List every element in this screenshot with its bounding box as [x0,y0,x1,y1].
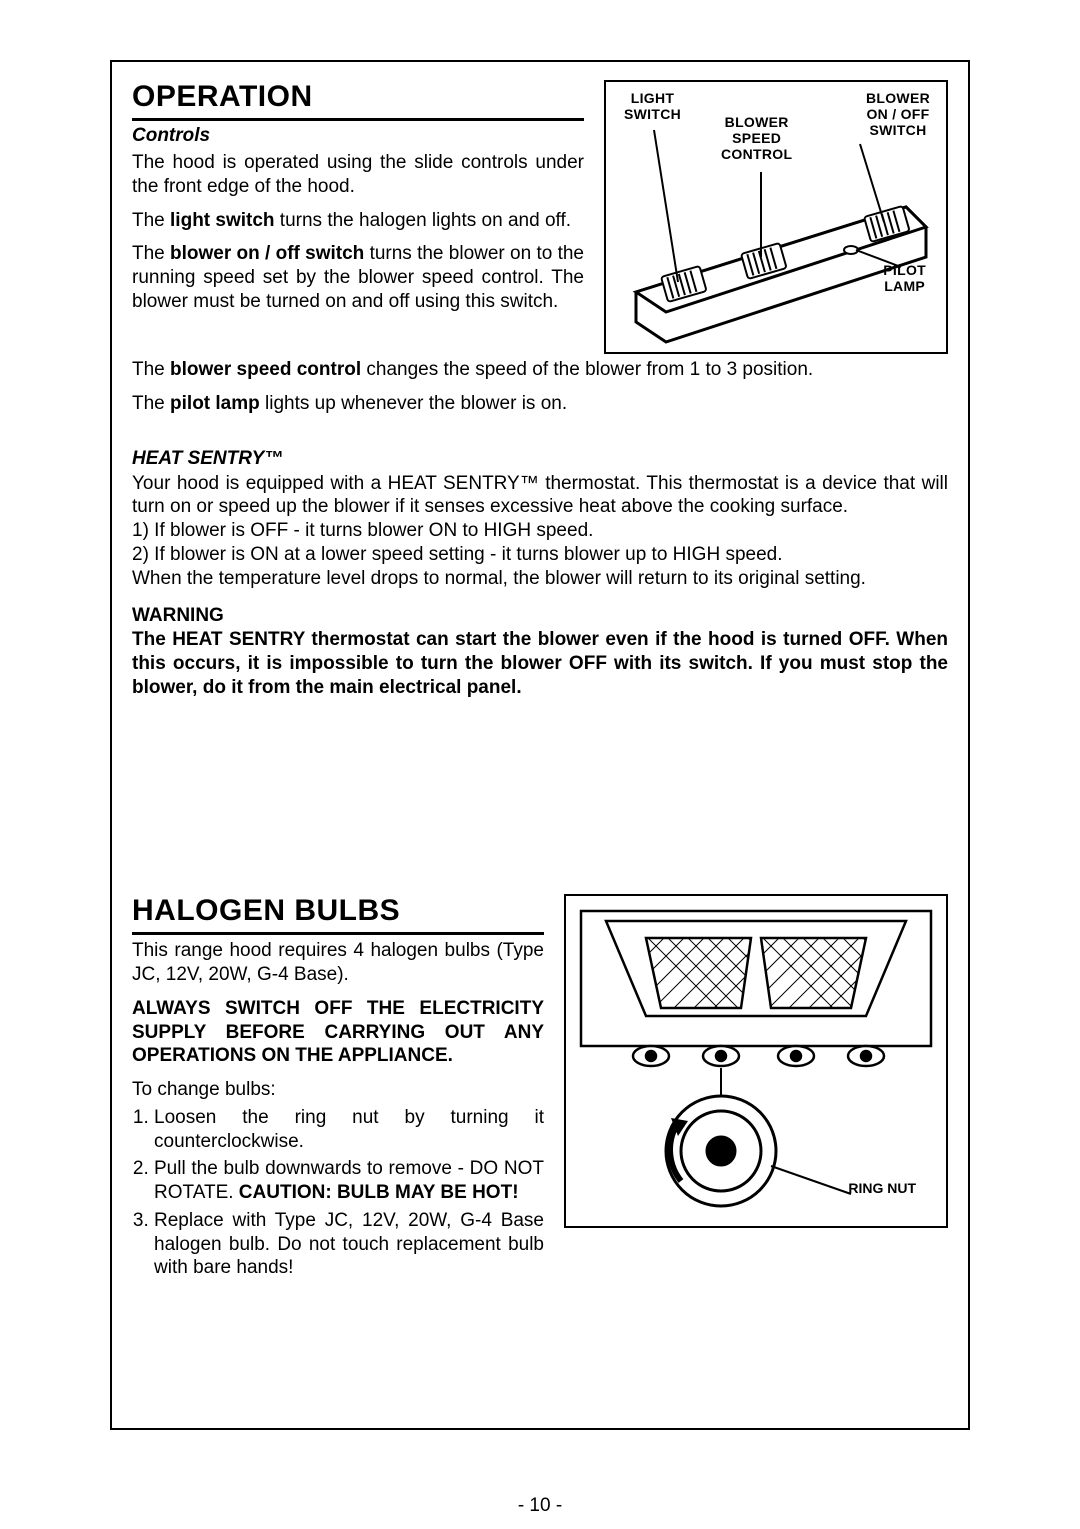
operation-p3: The blower on / off switch turns the blo… [132,242,584,313]
p3-pre: The [132,243,170,264]
content-frame: OPERATION Controls The hood is operated … [110,60,970,1430]
p5-pre: The [132,393,170,414]
p5-post: lights up whenever the blower is on. [260,393,567,414]
halogen-p1: This range hood requires 4 halogen bulbs… [132,939,544,987]
heat-sentry-subhead: HEAT SENTRY™ [132,448,948,470]
p2-pre: The [132,210,170,231]
halogen-text-col: HALOGEN BULBS This range hood requires 4… [132,894,544,1284]
controls-subhead: Controls [132,125,584,147]
halogen-caution-caps: ALWAYS SWITCH OFF THE ELECTRICITY SUPPLY… [132,997,544,1068]
page-container: OPERATION Controls The hood is operated … [0,0,1080,1529]
li2-bold: CAUTION: BULB MAY BE HOT! [239,1182,519,1203]
bulb-svg [566,896,946,1226]
halogen-row: HALOGEN BULBS This range hood requires 4… [132,894,948,1284]
label-blower-onoff: BLOWER ON / OFF SWITCH [866,90,930,138]
bulb-step-2: Pull the bulb downwards to remove - DO N… [154,1157,544,1205]
operation-top-row: OPERATION Controls The hood is operated … [132,80,948,354]
p3-bold: blower on / off switch [170,243,364,264]
bulb-step-1: Loosen the ring nut by turning it counte… [154,1106,544,1154]
operation-p4: The blower speed control changes the spe… [132,358,948,382]
label-light-switch: LIGHT SWITCH [624,90,681,122]
bulb-step-3: Replace with Type JC, 12V, 20W, G-4 Base… [154,1209,544,1280]
p2-bold: light switch [170,210,275,231]
p4-bold: blower speed control [170,359,361,380]
warning-label: WARNING [132,604,948,628]
halogen-to-change: To change bulbs: [132,1078,544,1102]
page-number: - 10 - [0,1495,1080,1517]
label-blower-speed: BLOWER SPEED CONTROL [721,114,792,162]
label-pilot-lamp: PILOT LAMP [883,262,926,294]
p2-post: turns the halogen lights on and off. [275,210,571,231]
heat-sentry-body: Your hood is equipped with a HEAT SENTRY… [132,472,948,591]
warning-body: The HEAT SENTRY thermostat can start the… [132,628,948,699]
halogen-diagram-col: RING NUT [564,894,948,1284]
controls-diagram: LIGHT SWITCH BLOWER SPEED CONTROL BLOWER… [604,80,948,354]
p4-post: changes the speed of the blower from 1 t… [361,359,813,380]
operation-diagram-col: LIGHT SWITCH BLOWER SPEED CONTROL BLOWER… [604,80,948,354]
p5-bold: pilot lamp [170,393,260,414]
operation-p1: The hood is operated using the slide con… [132,151,584,199]
bulb-steps-list: Loosen the ring nut by turning it counte… [132,1106,544,1280]
label-ring-nut: RING NUT [848,1180,916,1196]
warning-block: WARNING The HEAT SENTRY thermostat can s… [132,604,948,699]
operation-text-col: OPERATION Controls The hood is operated … [132,80,584,354]
p4-pre: The [132,359,170,380]
bulb-diagram: RING NUT [564,894,948,1228]
halogen-title: HALOGEN BULBS [132,894,544,935]
operation-p2: The light switch turns the halogen light… [132,209,584,233]
operation-p5: The pilot lamp lights up whenever the bl… [132,392,948,416]
operation-title: OPERATION [132,80,584,121]
